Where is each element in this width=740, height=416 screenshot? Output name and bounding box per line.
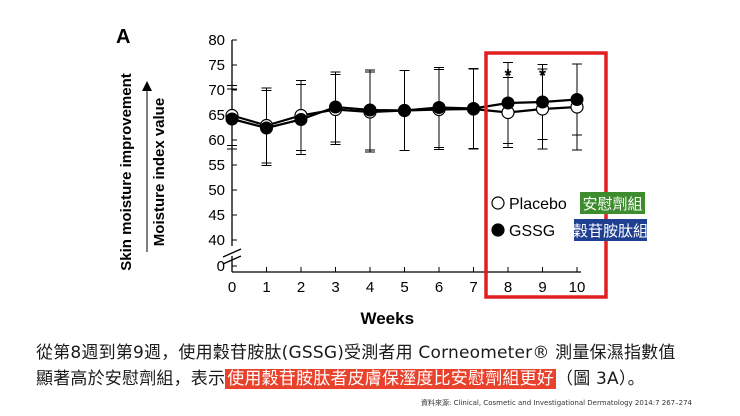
panel-label: A (116, 26, 130, 48)
highlight-box (484, 51, 608, 299)
data-point-gssg (536, 95, 549, 109)
source-citation: 資料來源: Clinical, Cosmetic and Investigati… (421, 399, 692, 407)
caption-line-2: 顯著高於安慰劑組，表示 使用穀苷胺肽者皮膚保溼度比安慰劑組更好 （圖 3A）。 (36, 364, 645, 389)
y-tick-label: 60 (208, 132, 225, 149)
y-tick-label: 45 (208, 207, 225, 224)
y-tick-label: 40 (208, 232, 225, 249)
x-tick-label: 8 (504, 279, 512, 296)
x-tick-label: 5 (400, 279, 408, 296)
axis-break-mark (222, 248, 242, 258)
y-tick-label: 0 (217, 258, 225, 275)
legend-tag-bg-placebo (580, 192, 645, 214)
y-tick-label: 55 (208, 157, 225, 174)
x-tick-label: 3 (331, 279, 339, 296)
data-point-gssg (363, 103, 377, 117)
legend-tag-placebo: 安慰劑組 (582, 195, 642, 213)
significance-star: * (504, 66, 511, 86)
significance-star: * (539, 66, 546, 86)
x-tick-label: 7 (469, 279, 477, 296)
data-point-gssg (398, 104, 411, 117)
x-axis-title: Weeks (360, 309, 414, 328)
x-tick-label: 4 (366, 279, 374, 296)
legend-label-placebo: Placebo (509, 196, 567, 213)
y-tick-label: 75 (208, 57, 225, 74)
x-tick-label: 6 (435, 279, 443, 296)
legend-marker-placebo (491, 196, 505, 210)
x-tick-label: 10 (569, 279, 586, 296)
x-tick-label: 2 (297, 279, 305, 296)
legend-tag-bg-gssg (574, 219, 647, 241)
x-tick-label: 0 (228, 279, 236, 296)
axis-break-mark (222, 255, 242, 265)
data-point-gssg (225, 112, 239, 126)
data-point-gssg (467, 102, 480, 115)
legend-tag-gssg: 穀苷胺肽組 (573, 222, 648, 240)
y-tick-label: 80 (208, 32, 225, 49)
data-point-gssg (570, 93, 584, 106)
y-axis-title-outer: Skin moisture improvement (118, 73, 135, 271)
y-title-arrow-head (142, 81, 152, 91)
data-point-gssg (294, 113, 308, 126)
data-point-gssg (501, 96, 515, 110)
caption-line-2-prefix: 顯著高於安慰劑組，表示 (36, 369, 226, 389)
data-point-gssg (432, 101, 446, 114)
y-tick-label: 65 (208, 107, 225, 124)
x-tick-label: 9 (538, 279, 546, 296)
y-axis-title-inner: Moisture index value (151, 98, 168, 246)
caption-line-2-suffix: （圖 3A）。 (556, 369, 645, 389)
data-point-gssg (260, 121, 273, 135)
legend-label-gssg: GSSG (509, 223, 555, 240)
legend-marker-gssg (491, 223, 505, 237)
y-tick-label: 70 (208, 82, 225, 99)
caption-line-1-text: 從第8週到第9週，使用穀苷胺肽(GSSG)受測者用 Corneometer® 測… (36, 343, 676, 363)
y-tick-label: 50 (208, 182, 225, 199)
data-point-gssg (329, 100, 342, 114)
x-tick-label: 1 (262, 279, 270, 296)
caption-highlight: 使用穀苷胺肽者皮膚保溼度比安慰劑組更好 (225, 369, 557, 389)
caption-line-1: 從第8週到第9週，使用穀苷胺肽(GSSG)受測者用 Corneometer® 測… (36, 338, 676, 363)
